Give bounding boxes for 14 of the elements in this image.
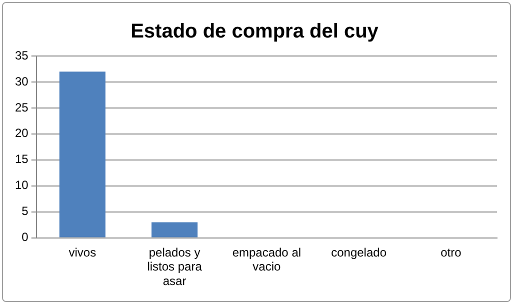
y-tick-label: 10: [14, 178, 29, 192]
y-tick-label: 15: [14, 152, 29, 166]
x-tick-label: otro: [440, 245, 462, 260]
y-tick-label: 30: [14, 74, 29, 88]
y-tick-label: 35: [14, 48, 29, 62]
y-tick-label: 25: [14, 100, 29, 114]
x-tick-label: empacado al vacio: [232, 245, 302, 274]
y-tick-label: 5: [22, 204, 29, 218]
y-tick-label: 20: [14, 126, 29, 140]
x-tick-label: pelados y listos para asar: [147, 245, 202, 288]
x-tick-label: congelado: [331, 245, 387, 260]
chart-title: Estado de compra del cuy: [130, 20, 380, 43]
y-tick-label: 0: [22, 230, 29, 244]
x-tick-label: vivos: [68, 245, 96, 260]
